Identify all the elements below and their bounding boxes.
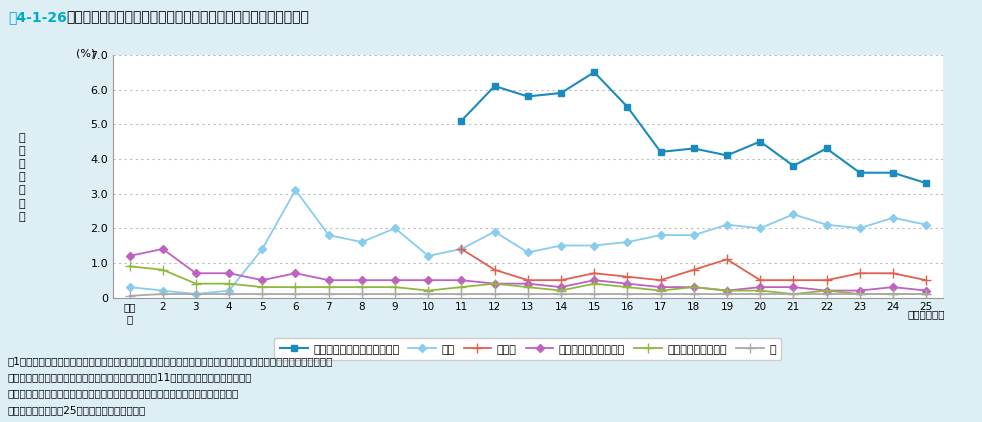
Text: 注1：超過数とは、測定当時の基準を超過した井戸の数であり、超過率とは、調査数に対する超過数の割合である。: 注1：超過数とは、測定当時の基準を超過した井戸の数であり、超過率とは、調査数に対… [8,357,333,367]
Legend: 硝酸性窒素及び亜硝酸性窒素, 砒素, ふっ素, テトラクロロエチレン, トリクロロエチレン, 鉛: 硝酸性窒素及び亜硝酸性窒素, 砒素, ふっ素, テトラクロロエチレン, トリクロ… [274,338,782,360]
Text: ２：硝酸性窒素及び亜硝酸性窒素、ふっ素は、平成11年に環境基準に追加された。: ２：硝酸性窒素及び亜硝酸性窒素、ふっ素は、平成11年に環境基準に追加された。 [8,373,252,383]
Text: （調査年度）: （調査年度） [907,309,945,319]
Text: ３：このグラフは環境基準超過本数が比較的多かった項目のみ対象としている。: ３：このグラフは環境基準超過本数が比較的多かった項目のみ対象としている。 [8,389,239,399]
Text: 資料：環境省「平成25年度地下水質測定結果」: 資料：環境省「平成25年度地下水質測定結果」 [8,405,146,415]
Text: 地下水の水質汚濁に係る環境基準の超過率（概況調査）の推移: 地下水の水質汚濁に係る環境基準の超過率（概況調査）の推移 [67,11,309,24]
Text: (%): (%) [76,49,95,59]
Text: 図4-1-26: 図4-1-26 [8,11,67,24]
Text: 環
境
基
準
超
過
率: 環 境 基 準 超 過 率 [19,133,25,222]
